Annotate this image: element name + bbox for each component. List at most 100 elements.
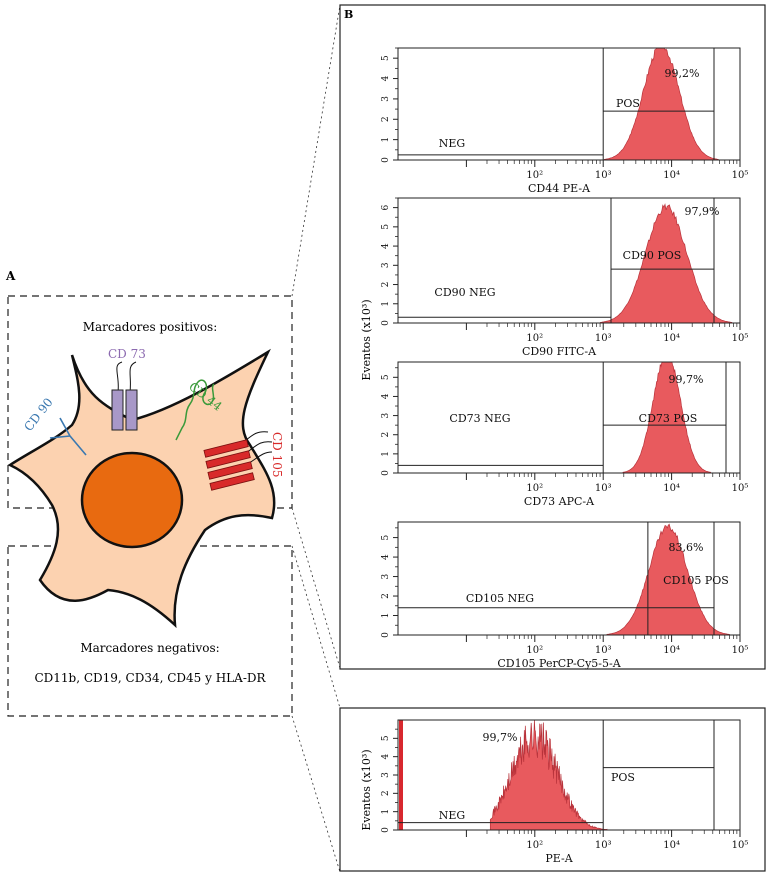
x-axis-label: CD105 PerCP-Cy5-5-A [497,657,621,670]
y-tick-label: 2 [381,116,391,122]
y-tick-label: 3 [381,412,391,418]
cd105-receptor-icon [203,431,273,491]
y-tick-label: 6 [381,204,391,210]
cd105-label: CD 105 [270,432,284,478]
y-tick-label: 1 [381,301,391,307]
histogram-chart: CD105 NEG CD105 POS 83,6% 0 1 2 3 4 5 10² 10³ 10⁴ 10… [381,521,749,670]
panel-b-label: B [344,8,353,21]
percent-label: 97,9% [685,205,720,218]
histogram-chart: NEG POS 99,7% 0 1 2 3 4 5 10² 10³ 10⁴ 10⁵ PE-A [381,719,749,865]
x-tick-label: 10² [526,840,543,851]
plot-frame [397,47,741,161]
neg-gate-label: CD73 NEG [449,412,510,425]
x-tick-label: 10³ [595,840,612,851]
y-tick-label: 5 [381,534,391,540]
y-tick-label: 0 [381,157,391,163]
percent-label: 99,7% [669,373,704,386]
x-tick-label: 10⁵ [732,483,749,494]
connector-line [291,4,341,297]
x-tick-label: 10⁵ [732,333,749,344]
y-tick-label: 2 [381,593,391,599]
x-axis-label: PE-A [545,852,573,865]
x-tick-label: 10³ [595,333,612,344]
x-tick-label: 10⁴ [663,483,680,494]
y-tick-label: 3 [381,96,391,102]
histogram-chart: NEG POS 99,2% 0 1 2 3 4 5 10² 10³ 10⁴ 10⁵ CD44 PE-A [381,47,749,195]
neg-gate-label: CD90 NEG [434,286,495,299]
pos-gate-label: CD105 POS [663,574,729,587]
y-tick-label: 4 [381,754,391,760]
cd44-receptor-icon [175,379,215,441]
x-tick-label: 10⁴ [663,840,680,851]
positive-markers-title: Marcadores positivos: [83,320,218,334]
y-tick-label: 1 [381,613,391,619]
negative-markers-list: CD11b, CD19, CD34, CD45 y HLA-DR [34,671,266,685]
x-tick-label: 10³ [595,645,612,656]
histogram-chart: CD90 NEG CD90 POS 97,9% 0 1 2 3 4 5 6 10² 10³ 10⁴ 10⁵… [381,197,749,358]
isotype-y-axis-label: Eventos (x10³) [360,749,373,830]
y-tick-label: 1 [381,809,391,815]
percent-label: 99,2% [665,67,700,80]
y-tick-label: 2 [381,790,391,796]
y-tick-label: 3 [381,262,391,268]
cd73-receptor-icon [111,361,138,431]
plot-frame [397,197,741,324]
y-tick-label: 4 [381,75,391,81]
y-tick-label: 1 [381,137,391,143]
plot-frame [397,521,741,636]
x-tick-label: 10⁵ [732,645,749,656]
x-tick-label: 10² [526,483,543,494]
negative-markers-box [7,545,293,717]
negative-markers-title: Marcadores negativos: [80,641,219,655]
pos-gate-label: POS [611,771,635,784]
x-tick-label: 10⁴ [663,170,680,181]
y-axis-label: Eventos (x10³) [360,299,373,380]
cd90-receptor-icon [49,417,87,456]
y-tick-label: 5 [381,735,391,741]
y-tick-label: 2 [381,282,391,288]
neg-gate-label: NEG [439,137,465,150]
y-tick-label: 5 [381,55,391,61]
x-tick-label: 10² [526,645,543,656]
y-tick-label: 2 [381,432,391,438]
panel-a-label: A [5,269,16,283]
x-tick-label: 10² [526,333,543,344]
percent-label: 99,7% [483,731,518,744]
x-tick-label: 10⁵ [732,170,749,181]
x-tick-label: 10³ [595,170,612,181]
x-tick-label: 10⁵ [732,840,749,851]
neg-gate-label: NEG [439,809,465,822]
percent-label: 83,6% [669,541,704,554]
plot-frame [397,361,741,474]
neg-gate-label: CD105 NEG [466,592,534,605]
y-tick-label: 0 [381,320,391,326]
pos-gate-label: POS [616,97,640,110]
x-tick-label: 10³ [595,483,612,494]
y-tick-label: 4 [381,554,391,560]
y-tick-label: 5 [381,374,391,380]
x-tick-label: 10² [526,170,543,181]
histogram-area [489,719,608,831]
histogram-area [600,203,733,324]
y-tick-label: 0 [381,827,391,833]
y-tick-label: 4 [381,243,391,249]
pos-gate-label: CD90 POS [623,249,682,262]
y-tick-label: 4 [381,393,391,399]
connector-line [291,715,341,873]
panel-b-frame [339,4,766,670]
histogram-charts: NEG POS 99,2% 0 1 2 3 4 5 10² 10³ 10⁴ 10⁵ CD44 PE-A CD… [381,47,749,865]
cd90-label: CD 90 [21,395,55,433]
x-axis-label: CD44 PE-A [528,182,591,195]
x-tick-label: 10⁴ [663,333,680,344]
y-tick-label: 5 [381,224,391,230]
y-tick-label: 3 [381,772,391,778]
y-tick-label: 3 [381,573,391,579]
nucleus [80,451,184,549]
y-tick-label: 0 [381,470,391,476]
histogram-chart: CD73 NEG CD73 POS 99,7% 0 1 2 3 4 5 10² 10³ 10⁴ 10⁵ C… [381,361,749,508]
cd73-label: CD 73 [108,347,146,361]
isotype-panel-frame [339,707,766,872]
x-axis-label: CD90 FITC-A [522,345,597,358]
x-tick-label: 10⁴ [663,645,680,656]
